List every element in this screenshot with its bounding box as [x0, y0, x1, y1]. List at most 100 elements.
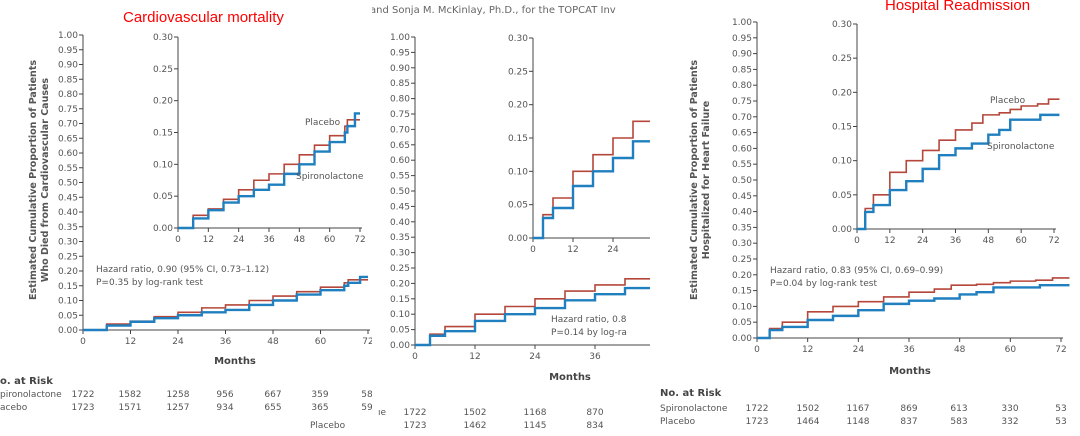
inset-x-tick-label: 0 [854, 236, 860, 246]
inset-x-tick-label: 0 [175, 235, 181, 245]
risk-count: 956 [216, 390, 233, 400]
hazard-ratio-annotation: Hazard ratio, 0.8 [551, 315, 627, 325]
risk-count: 1502 [797, 404, 820, 414]
x-axis-label: Months [549, 372, 591, 383]
risk-count: 330 [1001, 404, 1018, 414]
inset-y-tick-label: 0.05 [832, 191, 852, 201]
inset-y-tick-label: 0.25 [832, 54, 852, 64]
main-y-tick-label: 0.50 [732, 176, 752, 186]
main-x-tick-label: 24 [172, 337, 184, 347]
main-y-tick-label: 0.20 [732, 271, 752, 281]
main-y-tick-label: 1.00 [58, 31, 78, 41]
main-y-tick-label: 0.80 [390, 95, 410, 105]
main-y-tick-label: 0.80 [58, 90, 78, 100]
risk-count: 1145 [524, 421, 547, 431]
main-y-tick-label: 0.95 [58, 46, 78, 56]
inset-curve-spironolactone [533, 140, 650, 240]
inset-y-tick-label: 0.15 [153, 129, 173, 139]
inset-y-tick-label: 0.15 [832, 123, 852, 133]
main-y-tick-label: 0.85 [58, 75, 78, 85]
main-y-tick-label: 0.05 [732, 318, 752, 328]
main-y-tick-label: 0.05 [390, 326, 410, 336]
risk-row-label: pironolactone [0, 390, 62, 400]
risk-table-header: No. at Risk [660, 388, 722, 399]
risk-count: 332 [1001, 417, 1018, 427]
main-x-tick-label: 60 [315, 337, 327, 347]
main-y-tick-label: 0.90 [58, 61, 78, 71]
risk-count: 1462 [464, 421, 487, 431]
inset-y-tick-label: 0.20 [832, 88, 852, 98]
main-y-tick-label: 0.75 [58, 105, 78, 115]
risk-count: 1502 [464, 408, 487, 418]
main-y-tick-label: 0.85 [732, 65, 752, 75]
author-line: and Sonja M. McKinlay, Ph.D., for the TO… [370, 5, 616, 16]
main-y-tick-label: 0.60 [390, 156, 410, 166]
risk-count: 583 [950, 417, 967, 427]
main-y-tick-label: 0.45 [58, 193, 78, 203]
risk-row-label: Placebo [660, 417, 696, 427]
panel-hospital-readmission: 0.00 0.05 0.10 0.15 0.20 0.25 0.30 0.35 0.40 0.45… [652, 0, 1080, 436]
main-y-tick-label: 0.90 [390, 64, 410, 74]
main-y-tick-label: 0.95 [390, 48, 410, 58]
main-y-tick-label: 0.90 [732, 50, 752, 60]
main-y-tick-label: 0.30 [58, 238, 78, 248]
inset-y-tick-label: 0.30 [153, 33, 173, 43]
inset-curve-placebo [178, 118, 360, 229]
main-x-tick-label: 36 [589, 352, 601, 362]
main-y-tick-label: 0.50 [390, 187, 410, 197]
main-y-tick-label: 0.10 [390, 310, 410, 320]
inset-y-tick-label: 0.30 [508, 34, 528, 44]
main-y-tick-label: 0.70 [58, 120, 78, 130]
main-curve-spironolactone [415, 286, 650, 347]
risk-count: 834 [586, 421, 603, 431]
y-axis-label: Estimated Cumulative Proportion of Patie… [689, 60, 700, 300]
y-axis-label: Who Died from Cardiovascular Causes [40, 78, 51, 283]
inset-x-tick-label: 60 [324, 235, 336, 245]
main-y-tick-label: 0.35 [58, 223, 78, 233]
inset-y-tick-label: 0.25 [508, 67, 528, 77]
inset-x-tick-label: 60 [1015, 236, 1027, 246]
risk-count: 359 [311, 390, 328, 400]
risk-table-header: o. at Risk [0, 376, 53, 387]
main-y-tick-label: 0.30 [732, 239, 752, 249]
stray-placebo-label: Placebo [310, 421, 346, 431]
main-y-tick-label: 1.00 [732, 18, 752, 28]
main-x-tick-label: 12 [469, 352, 480, 362]
inset-y-tick-label: 0.00 [832, 225, 852, 235]
inset-x-tick-label: 12 [884, 236, 895, 246]
inset-y-tick-label: 0.30 [832, 20, 852, 30]
main-x-tick-label: 12 [125, 337, 136, 347]
risk-count: 869 [900, 404, 917, 414]
risk-count: 1723 [72, 403, 95, 413]
hazard-ratio-annotation: Hazard ratio, 0.90 (95% CI, 0.73–1.12) [96, 265, 269, 275]
y-axis-label: Hospitalized for Heart Failure [701, 101, 712, 259]
main-x-tick-label: 72 [1055, 345, 1066, 355]
inset-curve-placebo [857, 98, 1060, 230]
risk-count: 870 [586, 408, 603, 418]
inset-x-tick-label: 24 [233, 235, 245, 245]
risk-count: 53 [1055, 404, 1066, 414]
main-x-tick-label: 72 [362, 337, 373, 347]
main-x-tick-label: 0 [412, 352, 418, 362]
main-y-tick-label: 0.65 [390, 141, 410, 151]
risk-count: 1257 [167, 403, 190, 413]
risk-count: 1258 [167, 390, 190, 400]
hazard-ratio-annotation: Hazard ratio, 0.83 (95% CI, 0.69–0.99) [770, 266, 943, 276]
main-y-tick-label: 0.10 [58, 297, 78, 307]
inset-curve-spironolactone [178, 112, 360, 230]
main-y-tick-label: 0.50 [58, 179, 78, 189]
inset-y-tick-label: 0.20 [508, 101, 528, 111]
main-curve-spironolactone [83, 275, 368, 332]
risk-row-label: acebo [0, 403, 28, 413]
main-y-tick-label: 0.95 [732, 34, 752, 44]
x-axis-label: Months [889, 366, 931, 377]
main-x-tick-label: 24 [853, 345, 865, 355]
risk-count: 934 [216, 403, 233, 413]
risk-row-label: Spironolactone [660, 404, 728, 414]
risk-count: 1464 [797, 417, 820, 427]
risk-count: 1722 [404, 408, 427, 418]
main-x-tick-label: 60 [1005, 345, 1017, 355]
risk-count: 1722 [72, 390, 95, 400]
main-y-tick-label: 1.00 [390, 33, 410, 43]
main-y-tick-label: 0.25 [390, 264, 410, 274]
